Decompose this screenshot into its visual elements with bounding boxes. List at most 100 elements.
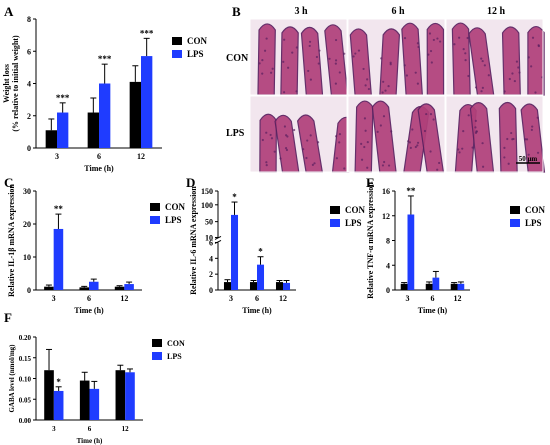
nucleus-dot	[436, 37, 439, 40]
nucleus-dot	[480, 57, 483, 60]
time-label-3h: 3 h	[294, 6, 308, 17]
villus-shape	[354, 100, 374, 173]
bar-con	[79, 380, 90, 420]
legend-label-lps: LPS	[167, 352, 182, 361]
nucleus-dot	[467, 114, 470, 117]
nucleus-dot	[328, 57, 331, 60]
x-tick-label: 12	[120, 294, 128, 303]
y-tick-label: 6	[209, 238, 213, 247]
nucleus-dot	[487, 74, 490, 77]
nucleus-dot	[287, 66, 290, 69]
nucleus-dot	[367, 87, 370, 91]
nucleus-dot	[295, 46, 298, 49]
y-tick-label: 12	[382, 212, 390, 221]
y-tick-label: 8	[27, 15, 31, 24]
nucleus-dot	[530, 128, 533, 131]
chart-panel-c: 0 10 20 30 Relative IL-1β mRNA expression 3 **…	[7, 184, 186, 315]
nucleus-dot	[503, 90, 506, 93]
time-label-12h: 12 h	[487, 6, 506, 17]
bar-con	[44, 286, 54, 290]
y-tick-label: 4	[386, 261, 390, 270]
nucleus-dot	[263, 49, 267, 52]
bar-lps	[125, 372, 135, 420]
nucleus-dot	[513, 79, 516, 83]
bar-lps	[89, 388, 100, 420]
nucleus-dot	[271, 67, 274, 70]
nucleus-dot	[381, 164, 385, 167]
nucleus-dot	[285, 148, 289, 152]
nucleus-dot	[503, 156, 506, 159]
nucleus-dot	[507, 162, 510, 165]
x-tick-label: 12	[279, 294, 287, 303]
y-axis-label: Weight loss	[2, 64, 11, 103]
x-axis-label: Time (h)	[74, 306, 104, 315]
nucleus-dot	[338, 132, 342, 136]
y-tick-label: 150	[201, 187, 213, 196]
nucleus-dot	[411, 128, 414, 131]
legend-swatch-lps	[152, 352, 162, 360]
nucleus-dot	[279, 157, 282, 160]
nucleus-dot	[458, 151, 461, 154]
nucleus-dot	[283, 38, 286, 41]
legend-label-lps: LPS	[165, 215, 182, 225]
nucleus-dot	[425, 112, 428, 116]
x-tick-label: 6	[431, 294, 435, 303]
nucleus-dot	[380, 57, 383, 60]
legend-label-con: CON	[165, 202, 186, 212]
y-tick-label: 4	[27, 80, 31, 89]
legend-swatch-con	[150, 203, 160, 211]
significance-marker: **	[54, 204, 64, 214]
bar-con	[425, 283, 433, 290]
nucleus-dot	[416, 141, 420, 144]
nucleus-dot	[508, 77, 511, 81]
nucleus-dot	[409, 146, 412, 149]
nucleus-dot	[376, 130, 379, 133]
y-tick-label: 0.15	[19, 355, 32, 363]
villus-shape	[520, 103, 546, 173]
y-tick-label: 100	[201, 201, 213, 210]
y-tick-label: 30	[23, 187, 31, 196]
bar-lps	[283, 282, 291, 290]
nucleus-dot	[295, 90, 298, 93]
nucleus-dot	[525, 138, 529, 141]
legend-label-con: CON	[187, 36, 208, 46]
nucleus-dot	[466, 36, 469, 40]
legend-label-con: CON	[525, 205, 546, 215]
bar-con	[44, 370, 54, 420]
villus-shape	[468, 27, 495, 96]
nucleus-dot	[334, 82, 337, 85]
nucleus-dot	[536, 151, 540, 154]
nucleus-dot	[474, 126, 477, 129]
nucleus-dot	[269, 71, 273, 74]
y-tick-label: 2	[27, 112, 31, 121]
nucleus-dot	[338, 71, 341, 74]
y-tick-label: 16	[382, 187, 390, 196]
nucleus-dot	[258, 62, 261, 65]
nucleus-dot	[474, 119, 477, 122]
bar-con	[87, 112, 99, 148]
nucleus-dot	[429, 150, 432, 153]
legend-label-lps: LPS	[187, 49, 204, 59]
nucleus-dot	[352, 55, 355, 58]
nucleus-dot	[432, 118, 435, 121]
bar-con	[223, 282, 231, 290]
nucleus-dot	[363, 117, 367, 120]
nucleus-dot	[317, 62, 320, 65]
nucleus-dot	[430, 61, 433, 64]
nucleus-dot	[511, 138, 514, 141]
tile-border	[347, 95, 446, 173]
panel-letter-c: C	[4, 175, 13, 190]
x-axis-label: Time (h)	[418, 306, 448, 315]
bar-lps	[257, 264, 265, 290]
bar-con	[129, 81, 141, 148]
y-tick-label: 0.00	[19, 417, 32, 425]
bar-con	[450, 283, 458, 290]
nucleus-dot	[481, 142, 484, 145]
nucleus-dot	[387, 84, 390, 88]
nucleus-dot	[381, 91, 384, 94]
nucleus-dot	[291, 51, 294, 54]
x-tick-label: 3	[229, 294, 233, 303]
significance-marker: ***	[56, 93, 70, 103]
nucleus-dot	[530, 65, 533, 68]
nucleus-dot	[407, 140, 410, 143]
